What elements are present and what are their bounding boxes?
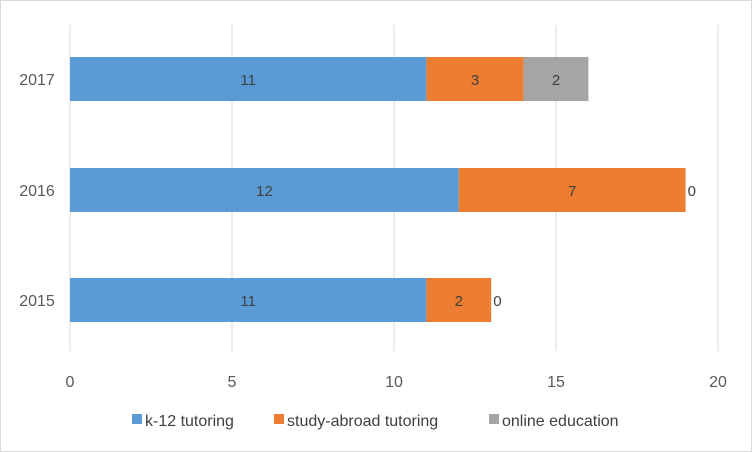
legend-swatch-3 [489, 414, 499, 424]
data-label-2015-series-1: 11 [240, 293, 256, 310]
y-tick-label-2017: 2017 [19, 72, 55, 89]
data-label-2017-series-2: 3 [471, 72, 479, 89]
bar-2015-series-1 [70, 278, 427, 322]
bar-2016-series-2 [458, 168, 686, 212]
data-label-2016-series-3: 0 [688, 183, 696, 200]
data-label-2016-series-2: 7 [568, 183, 576, 200]
legend-label-2: study-abroad tutoring [287, 413, 438, 430]
x-tick-label-20: 20 [709, 374, 727, 391]
bar-2015-series-2 [426, 278, 492, 322]
data-label-2015-series-3: 0 [493, 293, 501, 310]
legend-label-1: k-12 tutoring [145, 413, 234, 430]
x-tick-label-5: 5 [228, 374, 237, 391]
y-tick-label-2016: 2016 [19, 183, 55, 200]
bar-2017-series-3 [523, 57, 589, 101]
data-label-2017-series-3: 2 [552, 72, 560, 89]
legend-swatch-1 [132, 414, 142, 424]
legend-label-3: online education [502, 413, 619, 430]
y-tick-label-2015: 2015 [19, 293, 55, 310]
data-label-2017-series-1: 11 [240, 72, 256, 89]
x-tick-label-10: 10 [385, 374, 403, 391]
x-tick-label-15: 15 [547, 374, 565, 391]
x-tick-label-0: 0 [66, 374, 75, 391]
bar-2016-series-1 [70, 168, 459, 212]
bar-2017-series-2 [426, 57, 524, 101]
legend-swatch-2 [274, 414, 284, 424]
data-label-2015-series-2: 2 [455, 293, 463, 310]
data-label-2016-series-1: 12 [256, 183, 273, 200]
bar-2017-series-1 [70, 57, 427, 101]
